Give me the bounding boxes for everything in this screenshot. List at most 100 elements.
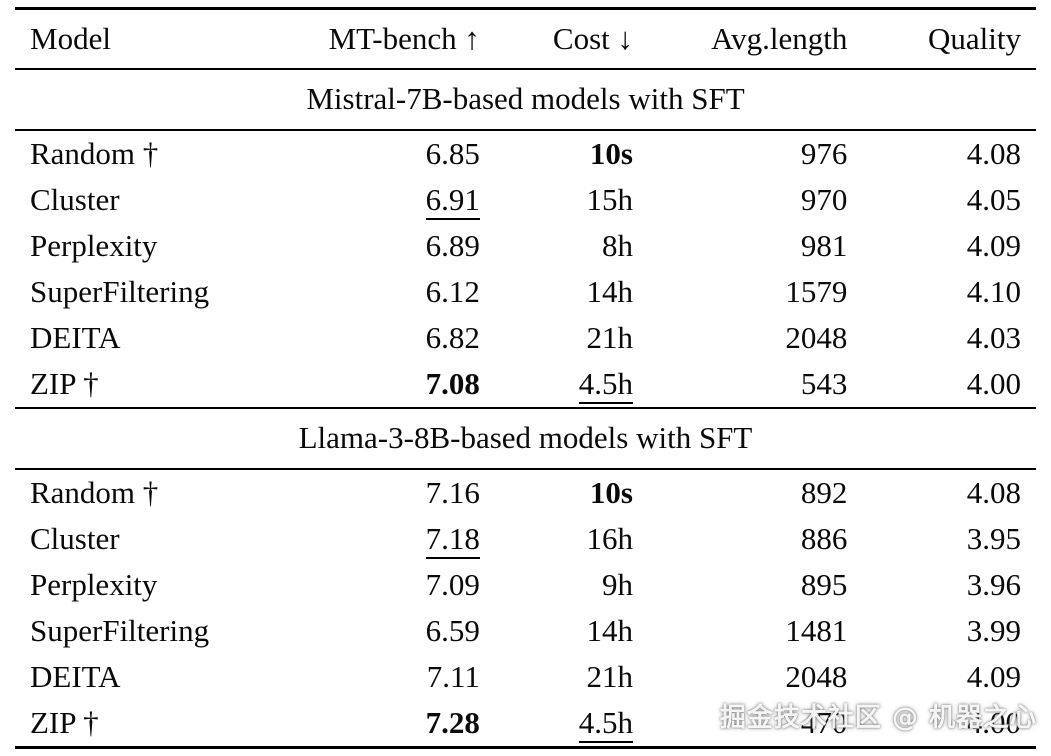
cell-quality: 4.05 [862, 177, 1036, 223]
cell-avg-length: 543 [648, 361, 862, 408]
cell-quality: 4.00 [862, 700, 1036, 748]
model-name: DEITA [30, 658, 121, 694]
value-mt-bench: 6.85 [425, 135, 480, 171]
model-name: Cluster [30, 181, 120, 217]
cell-model: Perplexity [15, 562, 280, 608]
cell-quality: 3.96 [862, 562, 1036, 608]
cell-mt-bench: 7.16 [280, 469, 494, 516]
cell-quality: 3.95 [862, 516, 1036, 562]
value-quality: 4.09 [966, 658, 1021, 694]
value-quality: 3.95 [966, 520, 1021, 556]
table-row: SuperFiltering 6.12 14h 1579 4.10 [15, 269, 1036, 315]
cell-cost: 14h [495, 269, 648, 315]
value-cost: 10s [589, 135, 633, 171]
value-cost: 16h [586, 520, 634, 556]
cell-quality: 4.10 [862, 269, 1036, 315]
column-header-avg-length: Avg.length [648, 8, 863, 70]
cell-mt-bench: 6.12 [280, 269, 494, 315]
value-mt-bench: 6.82 [425, 319, 480, 355]
value-mt-bench: 7.28 [425, 704, 480, 740]
cell-model: ZIP † [15, 361, 280, 408]
table-header-row: Model MT-bench ↑ Cost ↓ Avg.length Quality [15, 8, 1036, 70]
table-row: Cluster 6.91 15h 970 4.05 [15, 177, 1036, 223]
model-name: Random † [30, 135, 159, 171]
cell-model: Cluster [15, 516, 280, 562]
value-mt-bench: 6.12 [425, 273, 480, 309]
cell-mt-bench: 6.59 [280, 608, 494, 654]
table-row: Perplexity 7.09 9h 895 3.96 [15, 562, 1036, 608]
value-quality: 4.08 [966, 135, 1021, 171]
cell-quality: 3.99 [862, 608, 1036, 654]
cell-mt-bench: 7.28 [280, 700, 494, 748]
value-avg-length: 1481 [785, 612, 848, 648]
value-quality: 4.10 [966, 273, 1021, 309]
cell-cost: 21h [495, 654, 648, 700]
cell-quality: 4.08 [862, 130, 1036, 177]
table-row: ZIP † 7.08 4.5h 543 4.00 [15, 361, 1036, 408]
cell-model: DEITA [15, 654, 280, 700]
column-header-quality: Quality [862, 8, 1036, 70]
model-name: ZIP † [30, 365, 99, 401]
cell-avg-length: 2048 [648, 315, 862, 361]
value-cost: 15h [586, 181, 634, 217]
section-title: Mistral-7B-based models with SFT [15, 68, 1036, 131]
section-header-row: Mistral-7B-based models with SFT [15, 68, 1036, 131]
cell-model: SuperFiltering [15, 269, 280, 315]
value-quality: 4.00 [966, 365, 1021, 401]
value-cost: 21h [586, 658, 634, 694]
value-avg-length: 976 [800, 135, 848, 171]
value-avg-length: 2048 [785, 319, 848, 355]
value-avg-length: 895 [800, 566, 848, 602]
value-cost: 10s [589, 474, 633, 510]
value-quality: 4.03 [966, 319, 1021, 355]
value-cost: 9h [602, 566, 633, 602]
cell-mt-bench: 6.91 [280, 177, 494, 223]
value-cost: 4.5h [578, 365, 633, 404]
value-mt-bench: 6.89 [425, 227, 480, 263]
value-cost: 4.5h [578, 704, 633, 743]
column-header-mt-bench: MT-bench ↑ [280, 8, 495, 70]
value-cost: 14h [586, 612, 634, 648]
cell-avg-length: 981 [648, 223, 862, 269]
cell-avg-length: 470 [648, 700, 862, 748]
value-quality: 4.05 [966, 181, 1021, 217]
value-quality: 3.96 [966, 566, 1021, 602]
table-row: SuperFiltering 6.59 14h 1481 3.99 [15, 608, 1036, 654]
model-name: Perplexity [30, 566, 158, 602]
cell-cost: 9h [495, 562, 648, 608]
cell-model: Perplexity [15, 223, 280, 269]
table-row: Random † 7.16 10s 892 4.08 [15, 469, 1036, 516]
cell-cost: 15h [495, 177, 648, 223]
value-avg-length: 543 [800, 365, 848, 401]
cell-cost: 16h [495, 516, 648, 562]
model-name: Cluster [30, 520, 120, 556]
cell-mt-bench: 7.08 [280, 361, 494, 408]
cell-model: SuperFiltering [15, 608, 280, 654]
cell-quality: 4.09 [862, 654, 1036, 700]
table-row: Random † 6.85 10s 976 4.08 [15, 130, 1036, 177]
value-cost: 8h [602, 227, 633, 263]
value-avg-length: 1579 [785, 273, 848, 309]
cell-mt-bench: 7.18 [280, 516, 494, 562]
cell-model: ZIP † [15, 700, 280, 748]
value-cost: 14h [586, 273, 634, 309]
value-mt-bench: 6.91 [425, 181, 480, 220]
cell-quality: 4.00 [862, 361, 1036, 408]
cell-avg-length: 970 [648, 177, 862, 223]
cell-avg-length: 1481 [648, 608, 862, 654]
cell-avg-length: 1579 [648, 269, 862, 315]
column-header-cost: Cost ↓ [494, 8, 648, 70]
cell-cost: 10s [495, 469, 648, 516]
cell-cost: 14h [495, 608, 648, 654]
value-avg-length: 892 [800, 474, 848, 510]
section-title: Llama-3-8B-based models with SFT [15, 407, 1036, 470]
value-avg-length: 886 [800, 520, 848, 556]
cell-cost: 21h [495, 315, 648, 361]
cell-avg-length: 892 [648, 469, 862, 516]
cell-model: Random † [15, 130, 280, 177]
model-name: Random † [30, 474, 159, 510]
value-mt-bench: 7.16 [425, 474, 480, 510]
value-avg-length: 2048 [785, 658, 848, 694]
value-avg-length: 470 [800, 704, 848, 740]
table-row: DEITA 7.11 21h 2048 4.09 [15, 654, 1036, 700]
